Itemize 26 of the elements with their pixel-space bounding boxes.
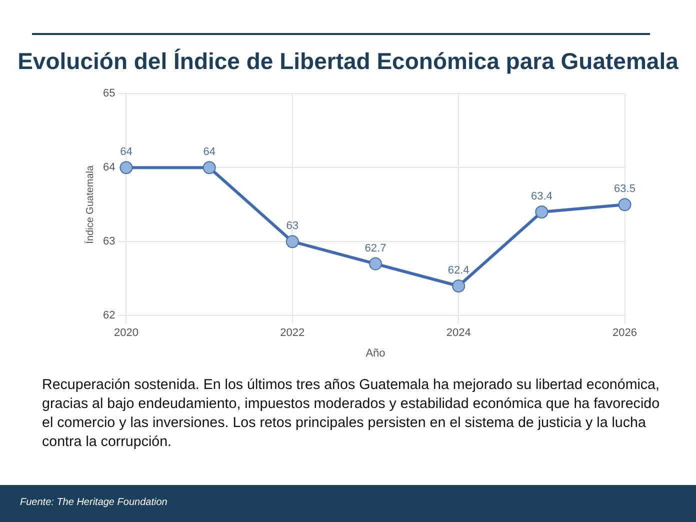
data-label: 63.5 [614,183,636,196]
y-axis-title: Índice Guatemala [84,164,96,244]
point [452,280,466,292]
data-label: 63.4 [530,190,552,203]
data-label: 62.7 [364,242,386,254]
y-tick-label: 65 [102,88,116,100]
data-label: 64 [203,146,216,158]
point [286,235,299,248]
x-tick-label: 2026 [612,327,638,340]
x-tick-label: 2020 [114,327,138,340]
point [618,198,632,212]
data-label: 62.4 [448,264,470,277]
y-tick-label: 64 [102,162,116,174]
y-tick-label: 63 [102,236,116,248]
source-note: Fuente: The Heritage Foundation [20,497,168,508]
x-tick-label: 2022 [280,327,305,340]
text: Recuperación sostenida. En los últimos tres años Guatemala ha mejorado su libertad económica, gracias al bajo endeudamiento, impuestos moderados y estabilidad económica que ha favorecido el comercio y las inversiones. Los retos principales persisten en el sistema de justicia y la lucha contra la corrupción. [42,376,661,452]
point [369,257,382,270]
data-label: 63 [286,220,299,232]
point [202,161,216,174]
y-tick-label: 62 [102,310,116,322]
chart-title: Evolución del Índice de Libertad Económica para Guatemala [16,48,680,75]
point [535,206,548,218]
data-label: 64 [120,146,132,158]
x-axis-title: Año [366,347,386,360]
x-tick-label: 2024 [446,327,471,340]
